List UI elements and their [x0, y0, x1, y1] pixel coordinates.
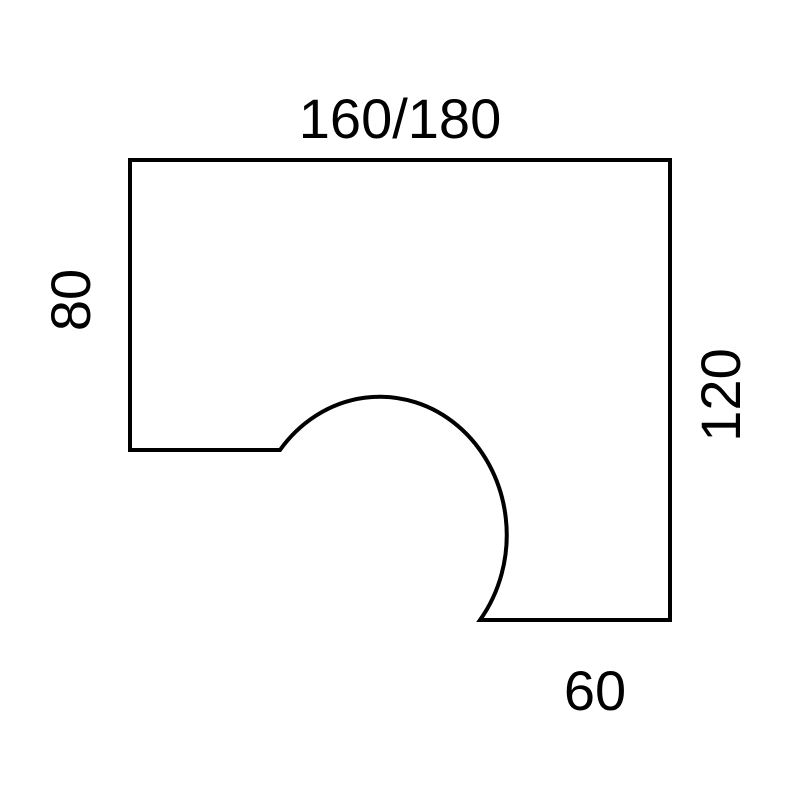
dimension-label-bottom: 60 — [564, 659, 626, 722]
dimension-label-right: 120 — [689, 348, 752, 441]
dimension-label-top: 160/180 — [299, 87, 501, 150]
dimension-label-left: 80 — [39, 269, 102, 331]
desk-outline — [130, 160, 670, 620]
